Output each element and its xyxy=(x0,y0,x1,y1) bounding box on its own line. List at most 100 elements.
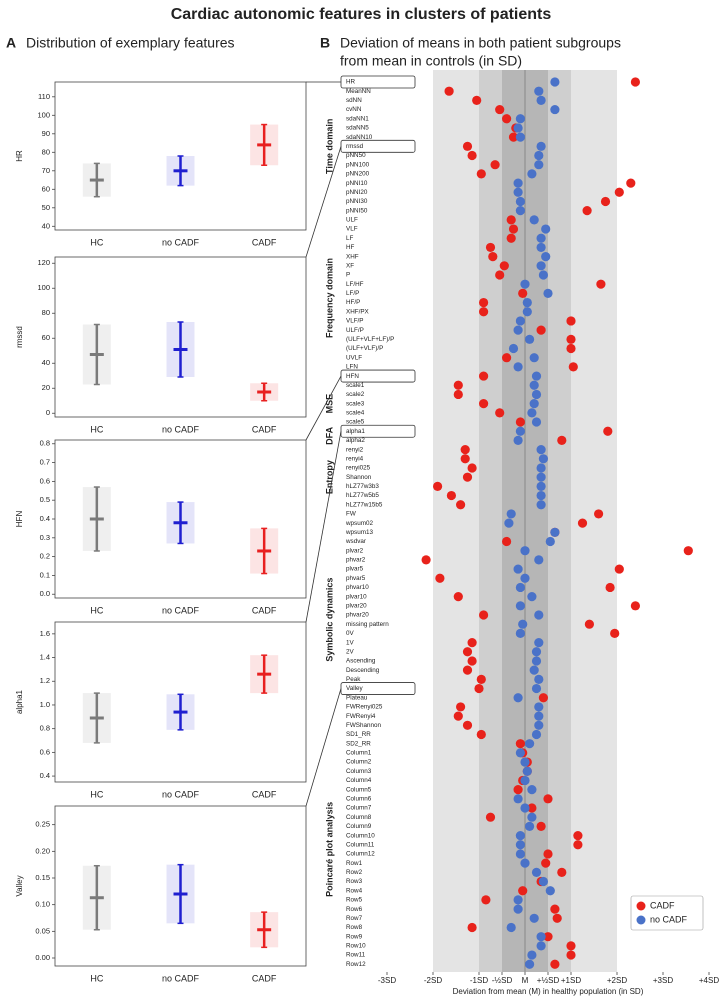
dot xyxy=(536,141,546,151)
group-label: Symbolic dynamics xyxy=(324,578,334,662)
dot xyxy=(485,812,496,822)
dot xyxy=(541,252,551,262)
dot xyxy=(566,941,576,951)
y-tick-label: 0.25 xyxy=(35,820,50,829)
panel-letter: B xyxy=(320,35,330,51)
row-label: LF/P xyxy=(346,290,359,297)
dot xyxy=(522,766,532,776)
y-tick-label: 100 xyxy=(37,110,50,119)
row-label: MeanNN xyxy=(346,88,371,95)
y-tick-label: 110 xyxy=(38,92,50,101)
dot xyxy=(534,711,544,721)
row-label: HR xyxy=(346,79,356,86)
row-label: Column3 xyxy=(346,768,372,775)
y-tick-label: 0.10 xyxy=(35,900,50,909)
dot xyxy=(479,371,489,381)
x-tick-label: HC xyxy=(90,973,103,983)
dot xyxy=(534,702,544,712)
x-tick-label: +3SD xyxy=(653,976,673,985)
dot xyxy=(566,950,576,960)
dot xyxy=(513,693,523,703)
dot xyxy=(518,886,528,896)
y-tick-label: 0.4 xyxy=(40,514,50,523)
row-label: Column4 xyxy=(346,777,372,784)
dot xyxy=(515,628,526,639)
x-tick-label: HC xyxy=(90,424,103,434)
dot xyxy=(476,729,486,740)
dot xyxy=(515,849,526,859)
dot xyxy=(506,509,516,519)
dot xyxy=(529,913,539,923)
row-label: P xyxy=(346,272,350,279)
dot xyxy=(479,610,489,620)
row-label: LF/HF xyxy=(346,281,364,288)
dot xyxy=(525,739,535,749)
x-tick-label: no CADF xyxy=(162,237,200,247)
row-label: SD2_RR xyxy=(346,740,371,747)
y-tick-label: 0.8 xyxy=(40,439,50,448)
row-label: sdNN xyxy=(346,97,362,104)
x-tick-label: no CADF xyxy=(162,424,200,434)
row-label: sdaNN10 xyxy=(346,134,373,141)
row-label: Column8 xyxy=(346,814,372,821)
dot xyxy=(534,555,544,565)
dot xyxy=(536,233,546,243)
row-label: cvNN xyxy=(346,106,362,113)
x-tick-label: +1SD xyxy=(561,976,581,985)
dot xyxy=(527,950,537,960)
row-label: Column12 xyxy=(346,851,375,858)
dot xyxy=(550,904,560,914)
row-label: VLF xyxy=(346,226,358,233)
dot xyxy=(513,435,523,446)
dot xyxy=(536,261,546,271)
y-tick-label: 80 xyxy=(42,308,50,317)
dot xyxy=(462,472,473,482)
row-label: sdaNN1 xyxy=(346,115,369,122)
row-label: Row9 xyxy=(346,933,363,940)
plot-frame xyxy=(54,256,307,418)
dot xyxy=(462,720,473,730)
row-label: Descending xyxy=(346,667,380,674)
row-label: scale4 xyxy=(346,410,365,417)
row-label: pNNI20 xyxy=(346,189,368,196)
row-label: Plateau xyxy=(346,694,368,701)
x-tick-label: +4SD xyxy=(699,976,719,985)
row-label: scale3 xyxy=(346,400,365,407)
x-tick-label: -2SD xyxy=(424,976,442,985)
row-label: Row12 xyxy=(346,961,366,968)
x-tick-label: CADF xyxy=(252,605,277,615)
y-tick-label: 1.2 xyxy=(40,676,50,685)
row-label: ULF/P xyxy=(346,327,364,334)
dot xyxy=(536,941,546,951)
dot xyxy=(536,95,546,105)
dot xyxy=(522,297,532,308)
dot xyxy=(520,279,530,289)
dot xyxy=(504,518,514,528)
dot xyxy=(485,242,496,253)
dot xyxy=(534,150,544,161)
row-label: Row1 xyxy=(346,860,363,867)
row-label: LFN xyxy=(346,364,358,371)
group-label: Time domain xyxy=(324,119,334,174)
row-label: Column6 xyxy=(346,795,372,802)
row-label: FWRenyi025 xyxy=(346,704,383,711)
row-label: FWShannon xyxy=(346,722,381,729)
legend-label: no CADF xyxy=(650,914,688,924)
dot xyxy=(536,932,546,942)
dot xyxy=(596,279,606,289)
dot xyxy=(527,592,537,602)
row-label: Row5 xyxy=(346,897,363,904)
dot xyxy=(515,417,526,427)
dot xyxy=(506,233,516,243)
dot xyxy=(603,426,613,436)
dot xyxy=(525,821,535,831)
dot xyxy=(626,178,636,188)
x-tick-label: -½SD xyxy=(492,976,513,985)
dot xyxy=(550,77,560,87)
panel-letter: A xyxy=(6,35,16,51)
x-tick-label: -3SD xyxy=(378,976,396,985)
row-label: Column5 xyxy=(346,786,372,793)
dot xyxy=(456,702,466,712)
row-label: phvar5 xyxy=(346,575,366,582)
dot xyxy=(467,150,477,161)
